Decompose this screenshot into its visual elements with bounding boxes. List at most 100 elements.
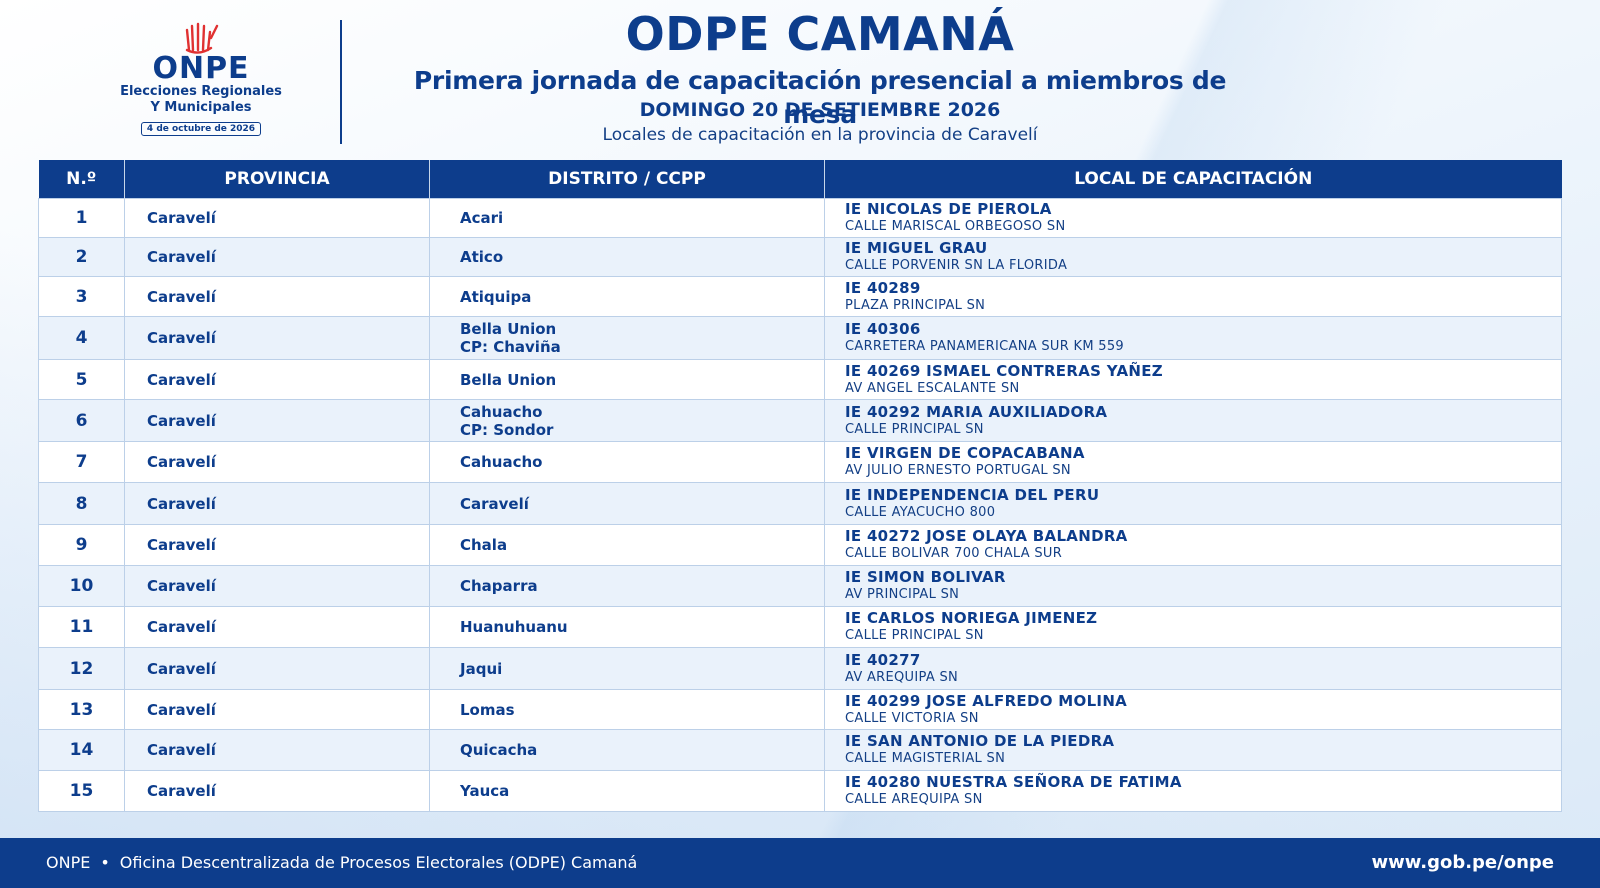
school-address: CALLE MARISCAL ORBEGOSO SN <box>845 219 1066 234</box>
page-title: ODPE CAMANÁ <box>625 7 1015 61</box>
location-description: Locales de capacitación en la provincia … <box>602 125 1038 145</box>
district-name: Caravelí <box>460 494 529 513</box>
district-name: Jaqui <box>460 659 503 678</box>
table-row: 11 Caravelí Huanuhuanu IE CARLOS NORIEGA JI… <box>38 606 1562 648</box>
school-name: IE NICOLAS DE PIEROLA <box>845 200 1052 218</box>
district-cell: Bella Union <box>429 359 825 400</box>
school-address: CALLE AYACUCHO 800 <box>845 504 996 520</box>
page-subtitle: Primera jornada de capacitación presenci… <box>413 66 1227 129</box>
header-divider <box>340 20 342 144</box>
table-row: 12 Caravelí Jaqui IE 40277 AV AREQUIPA SN <box>38 647 1562 690</box>
row-number: 6 <box>38 399 125 442</box>
location-cell: IE 40292 MARIA AUXILIADORA CALLE PRINCIPA… <box>824 399 1562 442</box>
school-name: IE 40292 MARIA AUXILIADORA <box>845 402 1108 421</box>
location-cell: IE 40289 PLAZA PRINCIPAL SN <box>824 276 1562 317</box>
column-header-number: N.º <box>38 160 125 199</box>
district-cell: Atico <box>429 237 825 277</box>
school-address: CALLE VICTORIA SN <box>845 710 979 726</box>
table-row: 3 Caravelí Atiquipa IE 40289 PLAZA PRINCIPAL… <box>38 276 1562 317</box>
hand-vote-icon <box>185 22 219 54</box>
province-cell: Caravelí <box>124 689 430 730</box>
district-cell: Jaqui <box>429 647 825 690</box>
table-row: 7 Caravelí Cahuacho IE VIRGEN DE COPACABANA… <box>38 441 1562 483</box>
province-cell: Caravelí <box>124 770 430 812</box>
row-number: 4 <box>38 316 125 360</box>
table-row: 8 Caravelí Caravelí IE INDEPENDENCIA DEL PE… <box>38 482 1562 525</box>
district-name: Quicacha <box>460 741 538 759</box>
district-name: Cahuacho <box>460 402 543 421</box>
district-name: Atico <box>460 248 504 266</box>
school-name: IE 40299 JOSE ALFREDO MOLINA <box>845 691 1128 710</box>
row-number: 3 <box>38 276 125 317</box>
ccpp-name: CP: Chaviña <box>460 338 561 356</box>
location-cell: IE NICOLAS DE PIEROLA CALLE MARISCAL ORBE… <box>824 198 1562 238</box>
location-cell: IE 40280 NUESTRA SEÑORA DE FATIMA CALLE A… <box>824 770 1562 812</box>
row-number: 15 <box>38 770 125 812</box>
table-row: 2 Caravelí Atico IE MIGUEL GRAU CALLE PORVEN… <box>38 237 1562 277</box>
school-name: IE 40280 NUESTRA SEÑORA DE FATIMA <box>845 773 1182 791</box>
footer-org: ONPE <box>46 853 91 872</box>
district-name: Yauca <box>460 782 510 800</box>
table-row: 13 Caravelí Lomas IE 40299 JOSE ALFREDO MOL… <box>38 689 1562 730</box>
column-header-location: LOCAL DE CAPACITACIÓN <box>824 160 1562 199</box>
district-cell: Chaparra <box>429 565 825 607</box>
province-cell: Caravelí <box>124 524 430 566</box>
province-cell: Caravelí <box>124 359 430 400</box>
school-address: AV PRINCIPAL SN <box>845 587 960 602</box>
school-name: IE MIGUEL GRAU <box>845 239 988 257</box>
row-number: 8 <box>38 482 125 525</box>
province-cell: Caravelí <box>124 565 430 607</box>
table-row: 14 Caravelí Quicacha IE SAN ANTONIO DE LA P… <box>38 729 1562 771</box>
province-cell: Caravelí <box>124 198 430 238</box>
province-cell: Caravelí <box>124 316 430 360</box>
row-number: 11 <box>38 606 125 648</box>
footer-separator: • <box>100 853 110 872</box>
row-number: 13 <box>38 689 125 730</box>
column-header-province: PROVINCIA <box>124 160 430 199</box>
district-cell: Caravelí <box>429 482 825 525</box>
school-address: PLAZA PRINCIPAL SN <box>845 297 986 313</box>
province-cell: Caravelí <box>124 276 430 317</box>
location-cell: IE 40269 ISMAEL CONTRERAS YAÑEZ AV ANGEL … <box>824 359 1562 400</box>
table-row: 10 Caravelí Chaparra IE SIMON BOLIVAR AV PRI… <box>38 565 1562 607</box>
district-name: Bella Union <box>460 370 557 389</box>
logo-date-badge: 4 de octubre de 2026 <box>140 122 262 136</box>
district-cell: Quicacha <box>429 729 825 771</box>
column-header-district: DISTRITO / CCPP <box>429 160 825 199</box>
footer-bar: ONPE • Oficina Descentralizada de Procesos… <box>0 838 1600 888</box>
onpe-logo: ONPE Elecciones Regionales Y Municipales… <box>112 20 290 136</box>
district-name: Acari <box>460 209 504 227</box>
school-name: IE SIMON BOLIVAR <box>845 568 1006 586</box>
logo-name: ONPE <box>152 51 250 86</box>
table-row: 6 Caravelí Cahuacho CP: Sondor IE 40292 MARI… <box>38 399 1562 442</box>
district-name: Chala <box>460 536 508 554</box>
district-cell: Cahuacho <box>429 441 825 483</box>
district-name: Huanuhuanu <box>460 618 568 636</box>
location-cell: IE 40277 AV AREQUIPA SN <box>824 647 1562 690</box>
location-cell: IE 40272 JOSE OLAYA BALANDRA CALLE BOLIVA… <box>824 524 1562 566</box>
province-cell: Caravelí <box>124 606 430 648</box>
location-cell: IE CARLOS NORIEGA JIMENEZ CALLE PRINCIPAL… <box>824 606 1562 648</box>
location-cell: IE VIRGEN DE COPACABANA AV JULIO ERNESTO … <box>824 441 1562 483</box>
location-cell: IE 40306 CARRETERA PANAMERICANA SUR KM 55… <box>824 316 1562 360</box>
school-address: AV JULIO ERNESTO PORTUGAL SN <box>845 463 1071 478</box>
school-address: CALLE PRINCIPAL SN <box>845 628 984 643</box>
footer-office: Oficina Descentralizada de Procesos Elec… <box>119 853 638 872</box>
school-name: IE 40289 <box>845 278 921 297</box>
row-number: 1 <box>38 198 125 238</box>
school-address: CALLE BOLIVAR 700 CHALA SUR <box>845 546 1063 561</box>
footer-url-link[interactable]: www.gob.pe/onpe <box>1371 852 1555 873</box>
district-cell: Bella Union CP: Chaviña <box>429 316 825 360</box>
province-cell: Caravelí <box>124 237 430 277</box>
row-number: 10 <box>38 565 125 607</box>
district-name: Cahuacho <box>460 453 543 471</box>
province-cell: Caravelí <box>124 482 430 525</box>
event-date: DOMINGO 20 DE SETIEMBRE 2026 <box>639 99 1001 121</box>
school-address: CALLE PORVENIR SN LA FLORIDA <box>845 258 1068 273</box>
table-row: 4 Caravelí Bella Union CP: Chaviña IE 40306 C… <box>38 316 1562 360</box>
province-cell: Caravelí <box>124 647 430 690</box>
table-row: 1 Caravelí Acari IE NICOLAS DE PIEROLA CALLE… <box>38 198 1562 238</box>
location-cell: IE SIMON BOLIVAR AV PRINCIPAL SN <box>824 565 1562 607</box>
district-cell: Acari <box>429 198 825 238</box>
school-name: IE CARLOS NORIEGA JIMENEZ <box>845 609 1098 627</box>
